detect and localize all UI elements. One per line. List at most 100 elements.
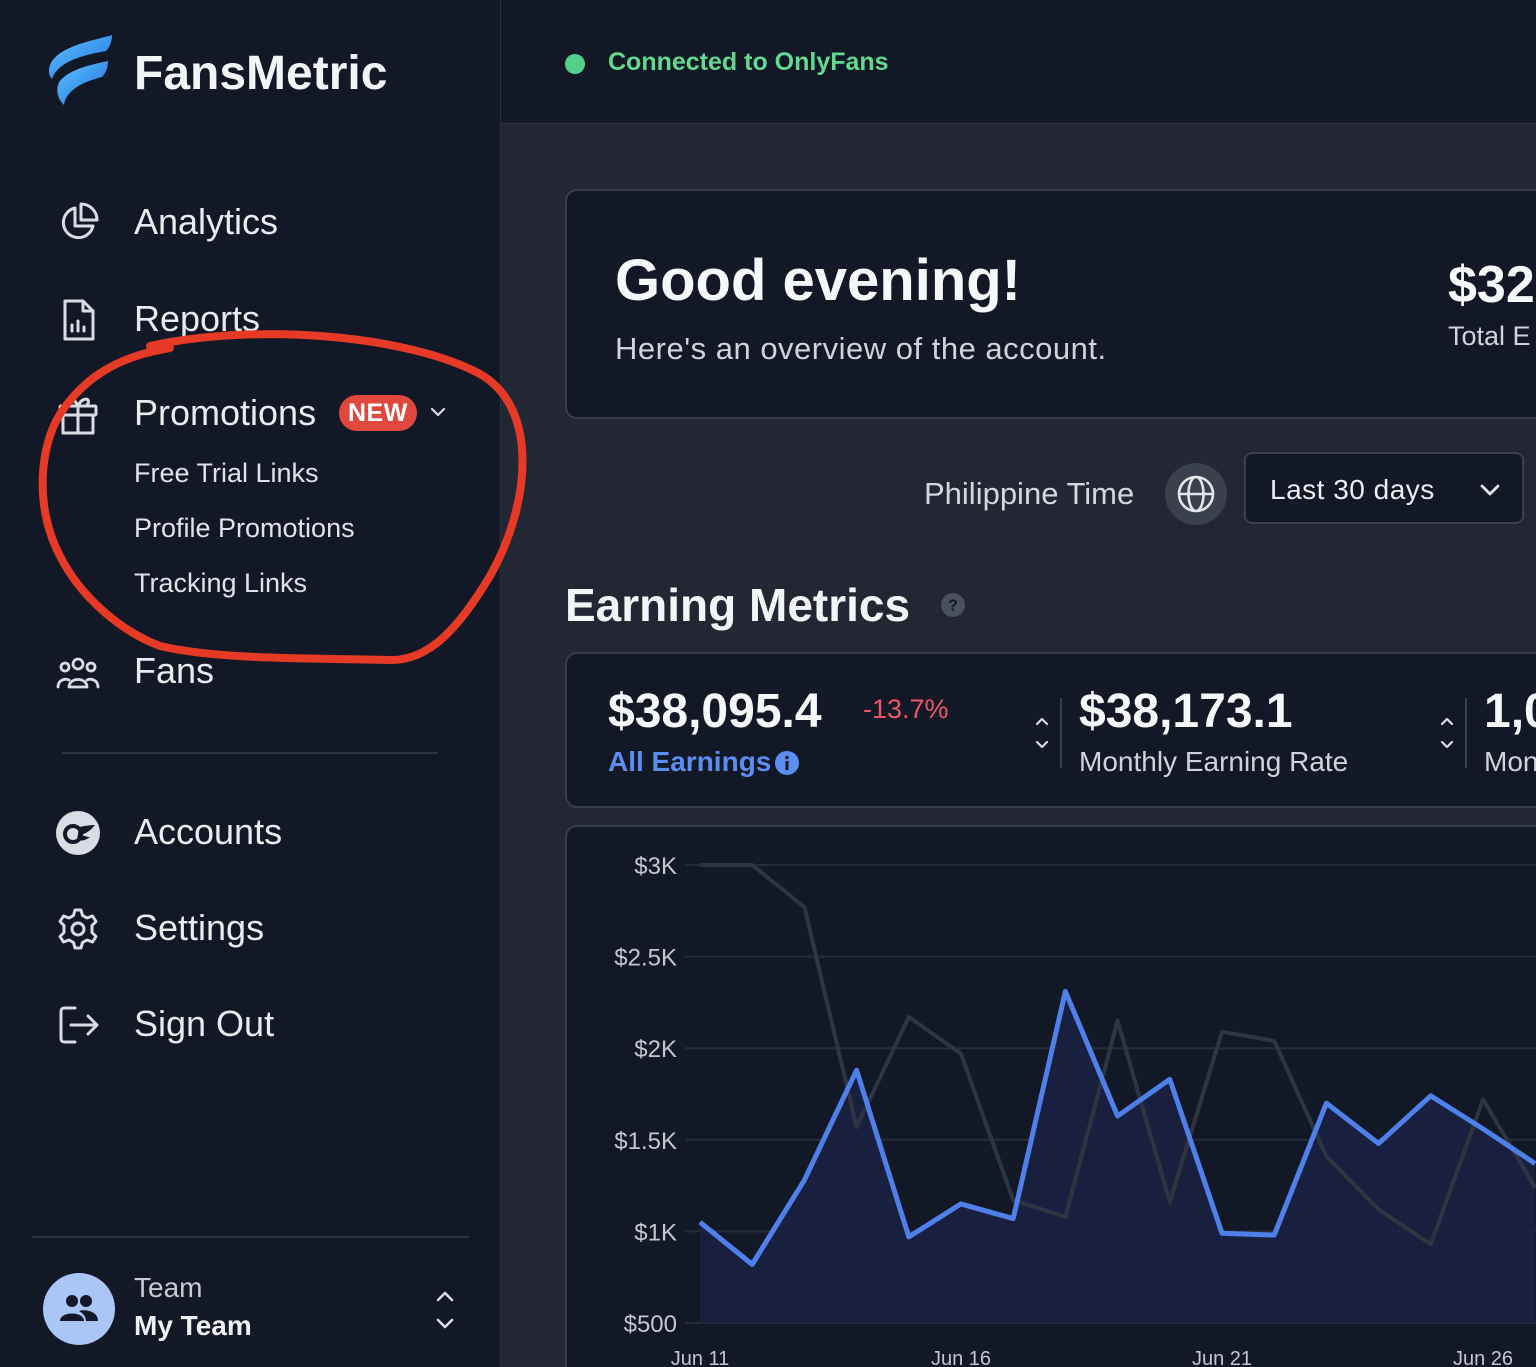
y-tick-label: $2K [634, 1036, 677, 1063]
sidebar-subitem-profile-promotions[interactable]: Profile Promotions [134, 513, 355, 543]
primary-series-point [750, 1262, 754, 1266]
onlyfans-icon [54, 809, 102, 857]
team-divider [32, 1236, 469, 1238]
primary-series-point [1063, 989, 1067, 993]
sidebar-divider [62, 752, 438, 754]
svg-text:?: ? [948, 598, 958, 615]
y-tick-label: $3K [634, 853, 677, 880]
topbar: Connected to OnlyFans [501, 0, 1536, 124]
comparison-series-point [1116, 1019, 1120, 1023]
comparison-series-point [1272, 1039, 1276, 1043]
comparison-series-point [698, 863, 702, 867]
brand-name: FansMetric [134, 47, 388, 100]
sidebar-item-fans[interactable]: Fans [54, 648, 214, 696]
sidebar-item-label: Promotions [134, 392, 317, 433]
earning-metrics-card: $38,095.4 -13.7% All Earnings $38,173.1 … [565, 652, 1536, 808]
sidebar-item-sign-out[interactable]: Sign Out [54, 1001, 274, 1049]
connection-status-text: Connected to OnlyFans [608, 48, 889, 76]
third-metric-value: 1,0 [1484, 685, 1536, 738]
y-tick-label: $500 [624, 1311, 677, 1338]
sidebar-subitem-free-trial-links[interactable]: Free Trial Links [134, 458, 319, 488]
team-avatar[interactable] [43, 1273, 115, 1345]
sort-chevrons-icon[interactable] [1033, 712, 1051, 754]
sidebar-item-label: Analytics [134, 201, 279, 242]
sidebar-item-promotions[interactable]: Promotions NEW [54, 390, 446, 438]
team-name: My Team [134, 1310, 252, 1341]
primary-series-point [802, 1178, 806, 1182]
sidebar: FansMetric Analytics Reports [0, 0, 527, 1367]
primary-series-point [1377, 1141, 1381, 1145]
comparison-series-point [1324, 1154, 1328, 1158]
gift-icon [54, 390, 102, 438]
all-earnings-change: -13.7% [863, 694, 949, 724]
comparison-series-point [907, 1015, 911, 1019]
timezone-label: Philippine Time [924, 476, 1135, 511]
primary-series-point [959, 1202, 963, 1206]
sidebar-subitem-tracking-links[interactable]: Tracking Links [134, 568, 308, 598]
primary-series-area [700, 991, 1536, 1323]
comparison-series-point [750, 863, 754, 867]
gear-icon [54, 905, 102, 953]
metric-separator [1060, 698, 1062, 768]
comparison-series-point [1481, 1097, 1485, 1101]
sort-chevrons-icon[interactable] [1438, 712, 1456, 754]
sign-out-icon [54, 1001, 102, 1049]
new-badge: NEW [339, 395, 417, 431]
earnings-line-chart: $3K $2.5K $2K $1.5K $1K $500 Jun 11 Jun 16 Jun … [614, 853, 1536, 1367]
monthly-earning-rate-label: Monthly Earning Rate [1079, 746, 1349, 777]
metric-separator [1465, 698, 1467, 768]
team-kicker: Team [134, 1272, 203, 1303]
primary-series-line [698, 988, 1536, 1267]
primary-series-point [1011, 1217, 1015, 1221]
chevron-down-icon[interactable] [428, 402, 448, 422]
comparison-series-point [1377, 1207, 1381, 1211]
comparison-series-point [855, 1125, 859, 1129]
sidebar-item-accounts[interactable]: Accounts [54, 809, 282, 857]
primary-series-point [1324, 1101, 1328, 1105]
sidebar-item-label: Settings [134, 907, 265, 948]
comparison-series-point [1220, 1030, 1224, 1034]
comparison-series-line [700, 863, 1536, 1247]
connection-status-dot [565, 54, 585, 74]
x-tick-label: Jun 16 [931, 1348, 991, 1367]
sidebar-item-label: Accounts [134, 811, 283, 852]
comparison-series-point [1168, 1200, 1172, 1204]
chevron-down-icon [1480, 484, 1500, 496]
timezone-button[interactable] [1165, 463, 1227, 525]
x-tick-label: Jun 26 [1453, 1348, 1513, 1367]
x-tick-label: Jun 11 [671, 1348, 730, 1367]
comparison-series-point [959, 1052, 963, 1056]
primary-series-point [1429, 1094, 1433, 1098]
users-icon [54, 648, 102, 696]
y-tick-label: $1K [634, 1219, 677, 1246]
sidebar-item-label: Sign Out [134, 1003, 275, 1044]
primary-series-point [1481, 1127, 1485, 1131]
globe-icon [1177, 475, 1215, 513]
all-earnings-link[interactable]: All Earnings [608, 746, 772, 777]
x-tick-label: Jun 21 [1192, 1348, 1252, 1367]
fansmetric-logo-icon [49, 35, 112, 105]
help-icon[interactable]: ? [940, 592, 966, 618]
sidebar-item-settings[interactable]: Settings [54, 905, 264, 953]
red-annotation-circle [38, 330, 527, 665]
third-metric-label: Mon [1484, 746, 1536, 777]
period-select-value: Last 30 days [1270, 474, 1435, 505]
report-icon [54, 296, 102, 344]
comparison-series-point [1429, 1242, 1433, 1246]
earning-metrics-title: Earning Metrics [565, 579, 911, 631]
sidebar-item-label: Fans [134, 650, 215, 691]
info-icon[interactable] [774, 750, 800, 776]
total-earnings-value: $32 [1448, 256, 1535, 314]
primary-series-point [698, 1220, 702, 1224]
primary-series-point [1220, 1231, 1224, 1235]
primary-series-point [907, 1235, 911, 1239]
team-switch-chevrons-icon[interactable] [432, 1288, 458, 1332]
brand[interactable]: FansMetric [44, 30, 387, 114]
pie-chart-icon [54, 199, 102, 247]
sidebar-item-analytics[interactable]: Analytics [54, 199, 278, 247]
period-select[interactable]: Last 30 days [1244, 452, 1524, 524]
primary-series-point [1272, 1233, 1276, 1237]
monthly-earning-rate-value: $38,173.1 [1079, 685, 1293, 738]
y-tick-label: $2.5K [614, 945, 677, 972]
primary-series-point [1168, 1077, 1172, 1081]
